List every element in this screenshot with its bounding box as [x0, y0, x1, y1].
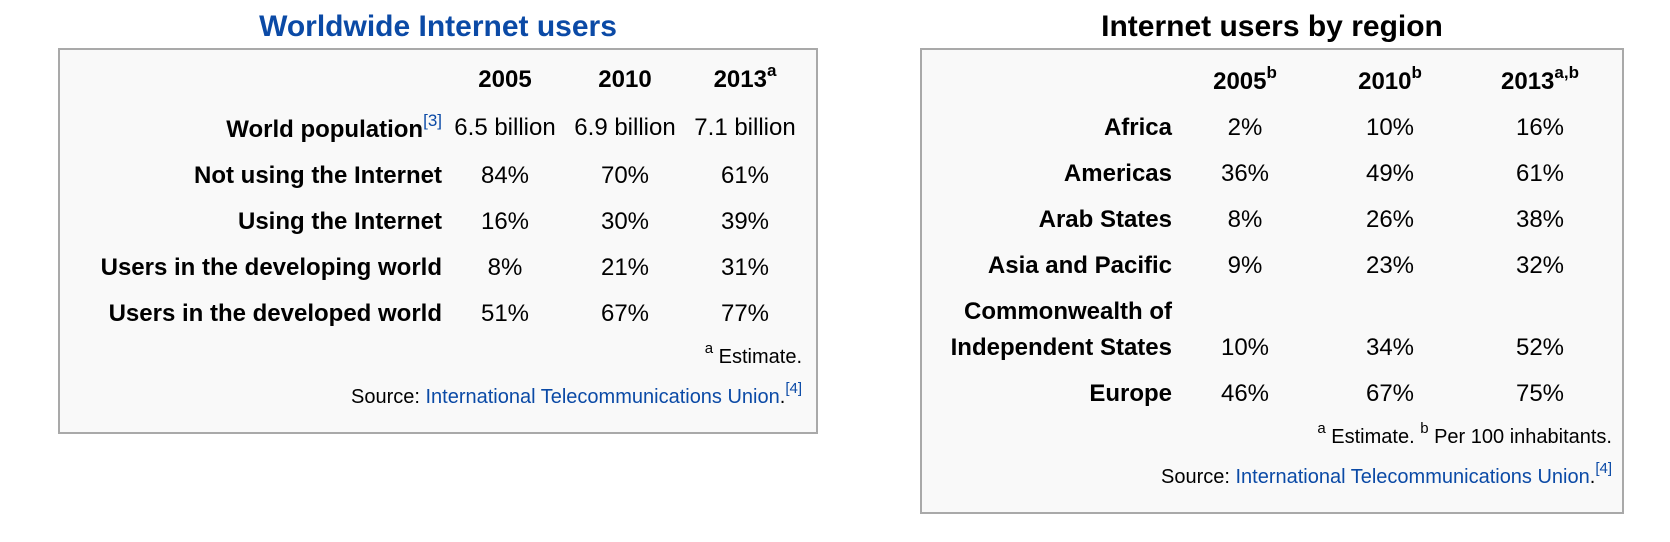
table-cell: 49% [1365, 160, 1415, 187]
worldwide-users-caption[interactable]: Worldwide Internet users [259, 10, 617, 43]
table-cell: 67% [1365, 380, 1415, 407]
table-cell: 75% [1515, 380, 1565, 407]
column-header-year: 2005 [478, 66, 532, 93]
table-cell: 6.5 billion [454, 114, 556, 141]
column-header-year: 2010 [1358, 68, 1412, 95]
worldwide-users-box [58, 48, 818, 434]
reference-link[interactable]: [3] [423, 111, 442, 130]
source-line: Source: International Telecommunications… [922, 461, 1612, 489]
footnote-mark: b [1420, 420, 1429, 438]
table-cell: 30% [600, 208, 650, 235]
table-cell: 51% [480, 300, 530, 327]
table-cell: 77% [720, 300, 770, 327]
table-cell: 67% [600, 300, 650, 327]
row-header-not-using: Not using the Internet [194, 162, 442, 189]
table-cell: 16% [480, 208, 530, 235]
source-prefix: Source: [350, 386, 426, 408]
table-cell: 9% [1227, 252, 1263, 279]
row-header-europe: Europe [1089, 380, 1172, 407]
footnote: a Estimate. b Per 100 inhabitants. [922, 421, 1612, 449]
table-cell: 34% [1365, 334, 1415, 361]
row-header-africa: Africa [1103, 114, 1172, 141]
table-cell: 8% [487, 254, 523, 281]
row-header-developing-world: Users in the developing world [100, 254, 442, 281]
column-header-2005: 2005 [445, 66, 565, 94]
table-cell: 10% [1365, 114, 1415, 141]
column-header-2013: 2013a,b [1465, 64, 1615, 96]
source-prefix: Source: [1160, 466, 1236, 488]
column-header-year: 2013 [713, 66, 767, 93]
regional-users-caption: Internet users by region [1101, 10, 1443, 43]
table-cell: 39% [720, 208, 770, 235]
source-suffix: . [779, 386, 786, 408]
column-header-year: 2013 [1501, 68, 1555, 95]
row-header-label: World population [226, 116, 424, 143]
table-cell: 10% [1220, 334, 1270, 361]
regional-users-box [920, 48, 1624, 514]
table-cell: 32% [1515, 252, 1565, 279]
footnote-mark: a [704, 340, 714, 358]
column-header-sup: b [1266, 63, 1277, 82]
source-line: Source: International Telecommunications… [60, 381, 802, 409]
table-cell: 7.1 billion [694, 114, 796, 141]
reference-link[interactable]: [4] [785, 380, 802, 398]
column-header-2013: 2013a [685, 62, 805, 94]
footnote-mark: a [1317, 420, 1326, 438]
column-header-2005: 2005b [1175, 64, 1315, 96]
row-header-arab-states: Arab States [1038, 206, 1172, 233]
table-cell: 6.9 billion [574, 114, 676, 141]
column-header-2010: 2010b [1315, 64, 1465, 96]
row-header-asia-pacific: Asia and Pacific [987, 252, 1172, 279]
table-cell: 46% [1220, 380, 1270, 407]
row-header-developed-world: Users in the developed world [108, 300, 442, 327]
column-header-2010: 2010 [565, 66, 685, 94]
row-header-cis-line-1: Commonwealth of [964, 298, 1172, 325]
table-cell: 84% [480, 162, 530, 189]
table-cell: 36% [1220, 160, 1270, 187]
table-cell: 16% [1515, 114, 1565, 141]
table-cell: 61% [1515, 160, 1565, 187]
footnote: a Estimate. [60, 341, 802, 369]
column-header-year: 2005 [1213, 68, 1267, 95]
footnote-text: Per 100 inhabitants. [1428, 426, 1612, 448]
column-header-year: 2010 [598, 66, 652, 93]
table-cell: 23% [1365, 252, 1415, 279]
source-suffix: . [1589, 466, 1596, 488]
table-cell: 2% [1227, 114, 1263, 141]
footnote-text: Estimate. [1325, 426, 1421, 448]
footnote-text: Estimate. [713, 346, 802, 368]
table-cell: 70% [600, 162, 650, 189]
column-header-sup: b [1411, 63, 1422, 82]
source-link[interactable]: International Telecommunications Union [425, 386, 780, 408]
table-cell: 52% [1515, 334, 1565, 361]
table-cell: 38% [1515, 206, 1565, 233]
table-cell: 21% [600, 254, 650, 281]
row-header-world-population: World population[3] [60, 112, 442, 144]
row-header-cis-line-2: Independent States [950, 334, 1172, 361]
table-cell: 61% [720, 162, 770, 189]
row-header-using: Using the Internet [237, 208, 442, 235]
table-cell: 31% [720, 254, 770, 281]
source-link[interactable]: International Telecommunications Union [1235, 466, 1590, 488]
reference-link[interactable]: [4] [1595, 460, 1612, 478]
column-header-sup: a [766, 61, 777, 80]
column-header-sup: a,b [1554, 63, 1579, 82]
row-header-americas: Americas [1063, 160, 1172, 187]
table-cell: 8% [1227, 206, 1263, 233]
table-cell: 26% [1365, 206, 1415, 233]
